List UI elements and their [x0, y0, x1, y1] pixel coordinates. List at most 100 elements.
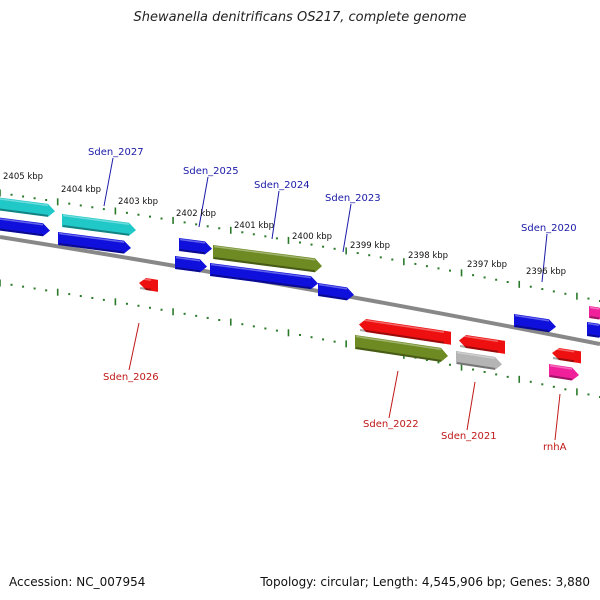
gene-labels: Sden_2027 Sden_2025 Sden_2024 Sden_2023 …	[88, 147, 577, 453]
accession-text: Accession: NC_007954	[9, 575, 146, 589]
scale-dot	[149, 215, 151, 218]
scale-dot	[218, 319, 221, 322]
scale-dot	[183, 312, 186, 315]
scale-dot	[160, 217, 163, 220]
scale-dot	[449, 363, 451, 366]
gene-arrow-body	[359, 319, 451, 345]
gene-feature-sden-2024	[213, 245, 322, 273]
scale-dot	[529, 380, 532, 383]
scale-dot	[506, 281, 509, 284]
gene-feature-sden-2021	[456, 351, 502, 370]
gene-arrow-shade	[175, 267, 201, 273]
gene-arrow-highlight	[355, 335, 442, 351]
gene-arrow-body	[62, 214, 136, 236]
gene-arrow-body	[0, 197, 55, 217]
gene-feature-sden-2023	[318, 283, 354, 301]
gene-arrow-body	[179, 238, 212, 255]
gene-arrow-body	[213, 245, 322, 273]
scale-dot	[45, 199, 48, 202]
gene-arrow-body	[514, 314, 556, 333]
gene-arrow-highlight	[175, 256, 201, 262]
scale-dot	[587, 297, 590, 300]
scale-dot	[495, 278, 498, 281]
gene-feature-sden-2020	[514, 314, 556, 333]
scale-dot	[206, 225, 209, 228]
gene-label-sden-2021: Sden_2021	[441, 431, 497, 442]
gene-label-sden-2020: Sden_2020	[521, 223, 577, 234]
gene-label-sden-2026: Sden_2026	[103, 372, 159, 383]
scale-label: 2399 kbp	[350, 241, 390, 251]
scale-label: 2400 kbp	[292, 232, 332, 242]
scale-dot	[264, 327, 267, 330]
gene-arrow-highlight	[589, 306, 600, 310]
gene-arrow-highlight	[0, 218, 44, 226]
scale-label: 2403 kbp	[118, 197, 158, 207]
scale-dot	[541, 288, 544, 291]
gene-arrow-body	[58, 232, 131, 254]
gene-arrow-shade	[0, 228, 44, 237]
scale-dot	[483, 370, 486, 373]
gene-arrow-highlight	[179, 238, 206, 244]
scale-dot	[241, 231, 244, 234]
scale-dot	[564, 388, 567, 391]
gene-feature-sden-2025	[179, 238, 212, 255]
gene-feature-red	[359, 318, 451, 345]
gene-feature-pink	[589, 306, 600, 320]
scale-dot	[45, 289, 48, 292]
gene-features	[0, 197, 600, 381]
scale-dot	[414, 262, 417, 265]
scale-dot	[149, 306, 151, 309]
label-leader-line	[128, 322, 140, 371]
scale-dot	[483, 276, 486, 279]
gene-arrow-body	[210, 263, 318, 290]
gene-feature-sden-2027	[62, 214, 136, 236]
gene-arrow-highlight	[456, 351, 496, 360]
gene-feature-blue	[58, 232, 131, 254]
scale-dot	[183, 221, 186, 224]
scale-dot	[310, 243, 313, 246]
scale-dot	[102, 298, 105, 301]
scale-dot	[356, 252, 359, 255]
gene-feature-blue	[0, 217, 50, 237]
gene-arrow-shade	[589, 316, 600, 320]
scale-dot	[437, 267, 440, 270]
scale-dot	[33, 197, 36, 200]
gene-arrow-body	[552, 348, 581, 364]
gene-arrow-body	[549, 364, 579, 381]
gene-arrow-shade	[318, 294, 348, 301]
scale-dot	[137, 304, 140, 307]
scale-dot	[91, 206, 94, 209]
scale-dot	[218, 227, 221, 230]
scale-dot	[275, 237, 278, 240]
scale-dot	[333, 340, 336, 343]
scale-label: 2405 kbp	[3, 172, 43, 182]
scale-dot	[299, 334, 301, 336]
label-leader-line	[388, 370, 399, 419]
scale-dot	[102, 208, 105, 211]
scale-dot	[252, 325, 255, 328]
scale-dot	[22, 285, 25, 288]
scale-labels: 2405 kbp 2404 kbp 2403 kbp 2402 kbp 2401…	[3, 172, 566, 277]
gene-feature-cyan	[0, 197, 55, 217]
scale-dot	[10, 193, 13, 196]
gene-arrow-highlight	[210, 263, 312, 279]
scale-dot	[125, 302, 128, 305]
gene-arrow-shade	[459, 345, 499, 353]
label-leader-line	[271, 190, 280, 240]
gene-arrow-highlight	[62, 214, 130, 225]
scale-dot	[587, 393, 590, 396]
gene-feature-blue	[210, 263, 318, 290]
scale-dot	[379, 256, 382, 259]
gene-arrow-body	[175, 256, 207, 273]
gene-feature-sden-2022	[355, 335, 448, 362]
scale-dot	[333, 247, 336, 250]
label-leader-line	[466, 381, 476, 431]
scale-dot	[33, 287, 36, 290]
scale-dot	[391, 258, 394, 261]
gene-arrow-shade	[587, 334, 600, 338]
scale-dot	[206, 316, 209, 319]
gene-label-sden-2025: Sden_2025	[183, 166, 239, 177]
scale-dot	[541, 383, 544, 386]
gene-feature-rnha	[549, 364, 579, 381]
